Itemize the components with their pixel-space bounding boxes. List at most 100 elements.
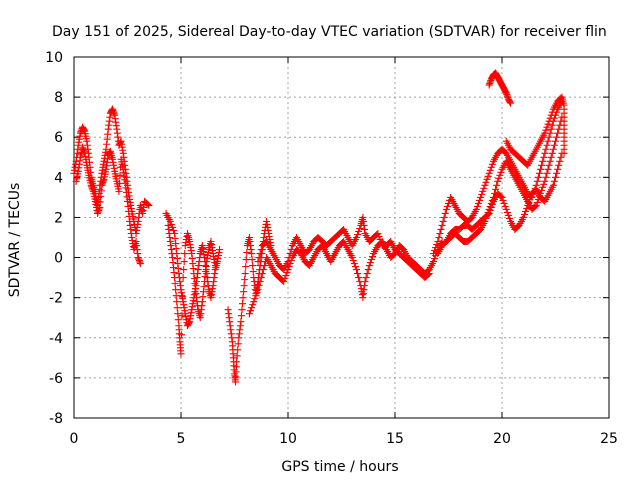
data-point [548, 108, 556, 116]
y-tick-label: 4 [54, 170, 63, 186]
data-point [253, 289, 261, 297]
data-point [170, 226, 178, 234]
data-point [115, 179, 123, 187]
y-tick-label: 8 [54, 90, 63, 106]
data-point [439, 217, 447, 225]
data-point [488, 160, 496, 168]
data-point [286, 250, 294, 258]
data-point [241, 276, 249, 284]
data-point [434, 238, 442, 246]
data-point [477, 193, 485, 201]
y-tick-label: 2 [54, 210, 63, 226]
data-point [257, 246, 265, 254]
data-point [211, 262, 219, 270]
data-point [252, 292, 260, 300]
data-point [366, 259, 374, 267]
data-point [485, 209, 493, 217]
data-point [549, 145, 557, 153]
data-point [364, 266, 372, 274]
data-point [354, 230, 362, 238]
data-point [171, 274, 179, 282]
data-point [537, 165, 545, 173]
data-point [172, 292, 180, 300]
series-track-c [162, 209, 224, 330]
data-point [365, 262, 373, 270]
data-point [478, 190, 486, 198]
data-point [115, 187, 123, 195]
data-point [249, 268, 257, 276]
data-point [535, 169, 543, 177]
data-point [552, 137, 559, 145]
data-point [287, 246, 295, 254]
data-point [486, 206, 494, 214]
data-point [560, 149, 568, 157]
data-point [167, 220, 175, 228]
y-tick-label: 6 [54, 130, 63, 146]
data-point [539, 183, 547, 191]
data-point [497, 192, 505, 200]
data-point [480, 184, 488, 192]
data-point [481, 181, 489, 189]
data-point [361, 278, 369, 286]
x-tick-labels: 0 5 10 15 20 25 [70, 431, 618, 447]
data-point [503, 208, 511, 216]
x-axis-label: GPS time / hours [281, 459, 398, 475]
x-tick-label: 15 [386, 431, 404, 447]
data-point [524, 201, 532, 209]
data-point [260, 262, 268, 270]
data-point [240, 288, 248, 296]
data-point [488, 200, 496, 208]
x-tick-label: 20 [493, 431, 511, 447]
data-point [548, 121, 556, 129]
data-point [168, 223, 176, 231]
data-point [237, 318, 245, 326]
data-point [540, 180, 548, 188]
data-point [544, 165, 552, 173]
data-point [438, 221, 446, 229]
data-point [487, 163, 495, 171]
data-point [281, 275, 289, 283]
data-point [178, 331, 186, 339]
data-point [180, 258, 188, 266]
data-point [546, 114, 554, 122]
data-point [282, 272, 290, 280]
data-point [284, 258, 292, 266]
data-point [144, 200, 152, 208]
y-tick-label: 10 [45, 50, 63, 66]
data-point [554, 165, 562, 173]
data-point [547, 153, 555, 161]
data-point [555, 161, 563, 169]
data-point [145, 201, 153, 209]
data-point [522, 207, 530, 215]
data-point [177, 350, 185, 358]
series-track-k [485, 69, 515, 107]
data-point [249, 301, 257, 309]
series-track-d [164, 221, 219, 358]
data-point [552, 173, 559, 181]
y-axis-label: SDTVAR / TECUs [7, 183, 23, 298]
data-point [237, 312, 245, 320]
data-point [349, 257, 357, 265]
data-point [234, 346, 242, 354]
data-point [348, 254, 356, 262]
data-point [181, 250, 189, 258]
data-point [539, 157, 547, 165]
data-point [255, 282, 263, 290]
data-point [494, 177, 502, 185]
data-point [178, 312, 186, 320]
data-point [216, 246, 224, 254]
data-point [485, 169, 493, 177]
data-point [355, 274, 363, 282]
data-point [259, 266, 267, 274]
data-point [172, 286, 180, 294]
data-point [245, 310, 253, 318]
data-point [352, 234, 360, 241]
data-point [542, 145, 550, 153]
data-point [283, 269, 291, 277]
x-tick-label: 5 [177, 431, 186, 447]
data-point [166, 217, 174, 225]
data-point [543, 169, 551, 177]
data-point [250, 298, 258, 306]
data-point [474, 199, 482, 207]
data-point [557, 153, 565, 161]
